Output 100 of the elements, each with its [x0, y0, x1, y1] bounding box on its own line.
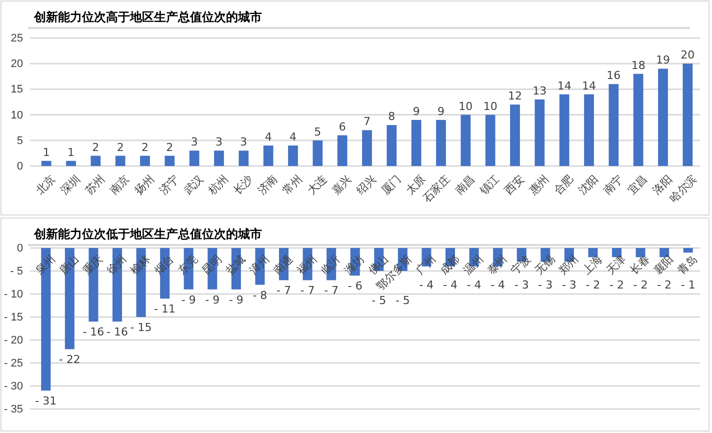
x-tick-label: 西安: [502, 172, 527, 198]
data-label: 4: [290, 130, 296, 144]
bar: [386, 125, 397, 166]
data-label: 4: [264, 130, 272, 144]
x-tick-label: 济南: [255, 172, 280, 198]
x-tick-label: 宁波: [508, 252, 534, 278]
x-tick-label: 唐山: [56, 252, 82, 278]
data-label: - 2: [633, 278, 648, 292]
x-tick-label: 昆明: [199, 252, 224, 278]
data-label: 3: [216, 136, 222, 149]
data-label: - 2: [610, 278, 624, 292]
data-label: - 3: [538, 278, 553, 292]
bar: [411, 120, 422, 166]
data-label: 1: [68, 146, 74, 159]
data-label: - 9: [228, 293, 244, 306]
x-tick-label: 扬州: [132, 172, 157, 198]
bar: [584, 94, 594, 166]
data-label: 2: [92, 140, 100, 154]
x-tick-label: 东莞: [176, 252, 200, 278]
data-label: - 4: [419, 278, 434, 292]
x-tick-label: 青岛: [675, 252, 700, 278]
x-tick-label: 潍坊: [342, 252, 367, 278]
data-label: 5: [314, 125, 322, 138]
x-tick-label: 惠州: [526, 172, 552, 198]
x-tick-label: 厦门: [378, 172, 404, 198]
x-tick-label: 漳州: [246, 252, 272, 278]
data-label: 8: [388, 110, 396, 124]
x-tick-label: 绍兴: [354, 172, 379, 198]
data-label: 7: [364, 115, 370, 128]
x-tick-label: 常州: [280, 172, 305, 198]
data-label: 14: [557, 79, 572, 92]
bar: [312, 140, 323, 166]
x-tick-label: 泉州: [32, 252, 58, 278]
data-label: 10: [458, 100, 473, 113]
bar: [238, 150, 249, 166]
data-label: - 1: [680, 278, 696, 292]
x-tick-label: 合肥: [551, 172, 576, 198]
x-tick-label: 徐州: [104, 252, 130, 278]
x-tick-label: 长春: [628, 252, 652, 278]
bar: [115, 156, 126, 166]
bar: [608, 84, 619, 166]
y-tick-label: 0: [16, 160, 23, 173]
x-tick-label: 临沂: [318, 252, 344, 278]
data-label: 20: [680, 48, 695, 62]
bar: [534, 99, 545, 166]
bar: [485, 114, 496, 166]
bar: [189, 150, 200, 166]
x-tick-label: 北京: [33, 172, 58, 198]
y-tick-label: - 25: [4, 358, 23, 370]
data-label: 3: [240, 136, 248, 149]
y-tick-label: 25: [10, 32, 23, 45]
bar: [41, 160, 52, 166]
bar: [682, 64, 693, 166]
data-label: 9: [412, 104, 420, 118]
data-label: - 5: [372, 294, 386, 307]
y-tick-label: 10: [10, 109, 23, 122]
data-label: - 3: [514, 278, 529, 292]
chart-title: 创新能力位次低于地区生产总值位次的城市: [33, 227, 262, 241]
data-label: - 16: [106, 326, 128, 339]
data-label: 3: [190, 136, 198, 149]
data-label: 16: [606, 69, 621, 82]
bar: [559, 94, 570, 166]
bar: [633, 74, 644, 166]
data-label: - 4: [443, 278, 458, 292]
y-tick-label: - 35: [4, 404, 23, 416]
y-tick-label: 15: [10, 84, 23, 96]
x-tick-label: 泰州: [484, 252, 510, 278]
x-tick-label: 长沙: [230, 172, 256, 198]
data-label: - 22: [58, 353, 80, 366]
x-tick-label: 宜昌: [625, 172, 650, 198]
data-label: - 7: [324, 284, 339, 298]
x-tick-label: 榆林: [128, 252, 153, 278]
bar: [288, 146, 298, 166]
x-tick-label: 嘉兴: [329, 172, 354, 198]
data-label: 12: [508, 90, 522, 103]
data-label: 18: [631, 58, 646, 72]
y-tick-label: 20: [10, 58, 23, 70]
bar: [362, 130, 372, 166]
y-tick-label: - 20: [4, 334, 23, 347]
data-label: 19: [656, 54, 670, 67]
data-label: 2: [166, 140, 174, 154]
x-tick-label: 南京: [107, 172, 132, 198]
bar: [337, 135, 348, 166]
x-tick-label: 盐城: [223, 252, 248, 278]
y-tick-label: - 10: [4, 288, 23, 301]
y-tick-label: 0: [16, 242, 23, 255]
x-tick-label: 深圳: [58, 172, 83, 198]
data-label: - 15: [130, 321, 152, 334]
x-tick-label: 杭州: [205, 172, 231, 198]
chart-title: 创新能力位次高于地区生产总值位次的城市: [33, 10, 262, 24]
data-label: - 4: [490, 278, 506, 292]
x-tick-label: 上海: [580, 252, 605, 278]
x-tick-label: 南通: [270, 252, 296, 278]
x-tick-label: 苏州: [82, 172, 108, 198]
x-tick-label: 成都: [437, 252, 462, 278]
bar: [90, 156, 101, 166]
data-label: 2: [142, 140, 148, 154]
data-label: 6: [338, 120, 346, 134]
data-label: - 31: [35, 394, 57, 408]
data-label: - 9: [205, 293, 220, 306]
